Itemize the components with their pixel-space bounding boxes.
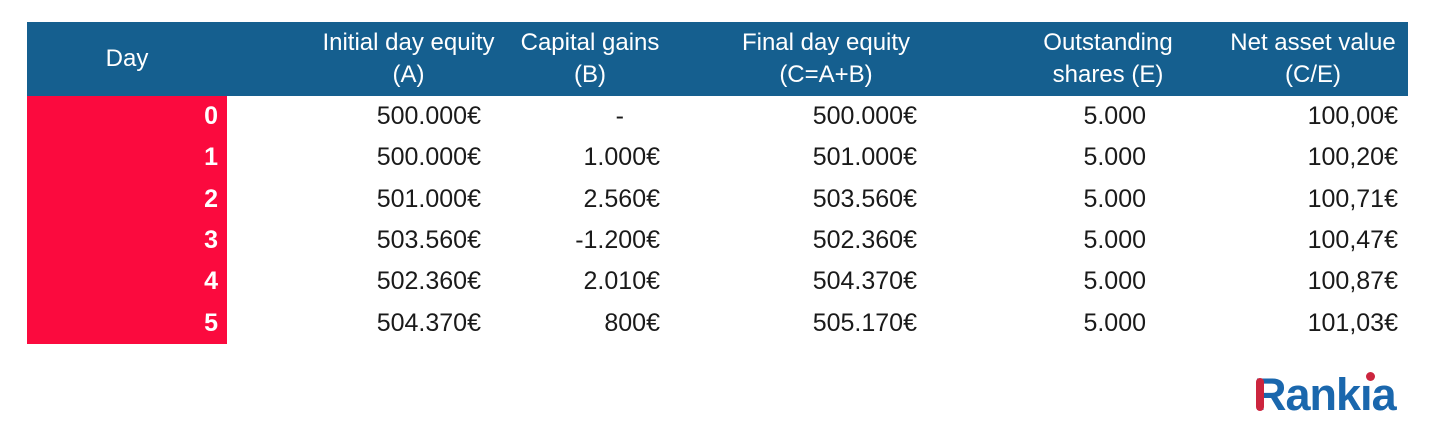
value-cell-capital_gains: - [615,102,624,131]
day-cell: 0 [27,96,227,138]
logo-text-part1: Rank [1254,369,1361,420]
rankia-logo-r-stem [1256,378,1264,411]
value-cell-final_equity: 504.370€ [812,267,917,296]
value-cell-shares: 5.000 [1083,184,1146,213]
value-cell-nav: 100,87€ [1307,267,1398,296]
column-header-line2: (A) [392,61,425,88]
value-cell-shares: 5.000 [1083,308,1146,337]
column-header-line1: Outstanding [1043,29,1173,56]
value-cell-initial_equity: 504.370€ [376,308,481,337]
value-cell-capital_gains: 1.000€ [583,143,660,172]
rankia-logo-text: Rankıa [1254,369,1397,420]
column-header-line2: shares (E) [1052,61,1164,88]
column-header-day: Day [27,22,227,96]
value-cell-shares: 5.000 [1083,102,1146,131]
column-header-initial_equity: Initial day equity (A) [227,22,510,96]
table-row: 5 504.370€ 800€ 505.170€ 5.000 101,03€ [27,302,1408,344]
logo-text-dotless-i: ı [1360,369,1372,420]
value-cell-nav: 101,03€ [1307,308,1398,337]
value-cell-nav: 100,20€ [1307,143,1398,172]
value-cell-initial_equity: 501.000€ [376,184,481,213]
column-header-line1: Initial day equity [322,29,495,56]
value-cell-initial_equity: 502.360€ [376,267,481,296]
value-cell-shares: 5.000 [1083,267,1146,296]
table-row: 3 503.560€ -1.200€ 502.360€ 5.000 100,47€ [27,219,1408,262]
column-header-line1: Capital gains [520,29,660,56]
table-row: 2 501.000€ 2.560€ 503.560€ 5.000 100,71€ [27,178,1408,220]
column-header-shares: Outstanding shares (E) [978,22,1200,96]
value-cell-capital_gains: 2.560€ [583,184,660,213]
value-cell-final_equity: 501.000€ [812,143,917,172]
value-cell-capital_gains: -1.200€ [575,226,660,255]
day-cell: 4 [27,261,227,303]
logo-text-part3: a [1371,369,1397,420]
value-cell-capital_gains: 800€ [604,308,660,337]
day-cell: 3 [27,219,227,262]
column-header-line1: Final day equity [741,29,911,56]
column-header-nav: Net asset value (C/E) [1200,22,1408,96]
value-cell-nav: 100,47€ [1307,226,1398,255]
day-cell: 2 [27,178,227,220]
column-header-line1: Day [105,45,149,72]
column-header-capital_gains: Capital gains (B) [510,22,700,96]
column-header-line2: (C=A+B) [779,61,873,88]
table-row: 4 502.360€ 2.010€ 504.370€ 5.000 100,87€ [27,261,1408,303]
value-cell-capital_gains: 2.010€ [583,267,660,296]
table-header-row: Day Initial day equity (A) Capital gains (B)… [27,22,1408,96]
value-cell-initial_equity: 500.000€ [376,102,481,131]
column-header-line2: (C/E) [1285,61,1341,88]
table-row: 1 500.000€ 1.000€ 501.000€ 5.000 100,20€ [27,137,1408,179]
value-cell-nav: 100,71€ [1307,184,1398,213]
table-body: 0 500.000€ -500.000€ 5.000 100,00€ 1 500.000€ 1… [27,96,1408,344]
table-row: 0 500.000€ - 500.000€ 5.000 100,00€ [27,96,1408,138]
rankia-logo: Rankıa [1254,372,1419,422]
value-cell-nav: 100,00€ [1307,102,1398,131]
column-header-final_equity: Final day equity (C=A+B) [700,22,978,96]
day-cell: 1 [27,137,227,179]
value-cell-shares: 5.000 [1083,226,1146,255]
value-cell-initial_equity: 500.000€ [376,143,481,172]
value-cell-final_equity: 502.360€ [812,226,917,255]
value-cell-final_equity: 500.000€ [812,102,917,131]
nav-calculation-table: Day Initial day equity (A) Capital gains (B)… [27,22,1408,344]
value-cell-shares: 5.000 [1083,143,1146,172]
day-cell: 5 [27,302,227,344]
value-cell-initial_equity: 503.560€ [376,226,481,255]
rankia-logo-i-dot-icon [1366,372,1375,381]
value-cell-final_equity: 505.170€ [812,308,917,337]
value-cell-final_equity: 503.560€ [812,184,917,213]
column-header-line1: Net asset value [1230,29,1396,56]
column-header-line2: (B) [574,61,606,88]
